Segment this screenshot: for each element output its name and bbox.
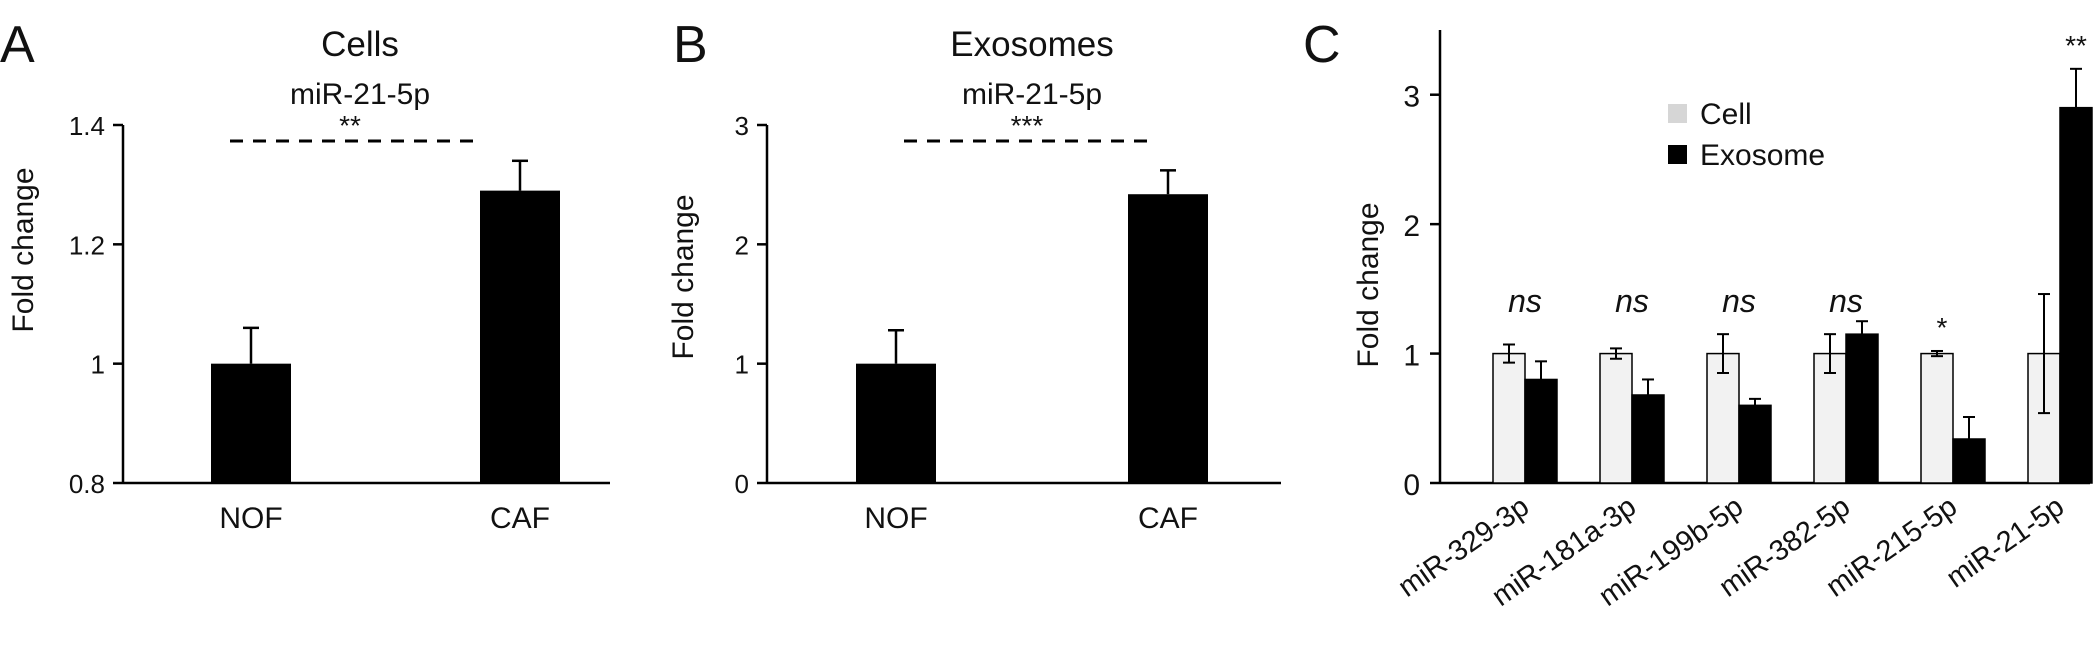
y-tick-label: 1.4 xyxy=(69,111,105,141)
y-tick-label: 1 xyxy=(91,350,105,380)
panel-a-subtitle: miR-21-5p xyxy=(290,78,430,111)
panel-b-significance-label: *** xyxy=(1011,110,1044,141)
x-tick-label: CAF xyxy=(1138,502,1198,535)
panel-b-title: Exosomes xyxy=(950,25,1113,64)
significance-label: ns xyxy=(1722,283,1756,319)
y-tick-label: 1 xyxy=(735,350,749,380)
bar xyxy=(480,190,560,483)
legend-swatch-cell xyxy=(1668,104,1687,123)
y-tick-label: 0 xyxy=(735,469,749,499)
cell-bar xyxy=(1706,352,1740,484)
legend-label-cell: Cell xyxy=(1700,98,1752,131)
x-tick-label: NOF xyxy=(864,502,927,535)
panel-b-plot: 0 1 2 3 NOF CAF xyxy=(735,111,1281,535)
x-tick-label: CAF xyxy=(490,502,550,535)
significance-label: ns xyxy=(1829,283,1863,319)
panel-a-plot: 0.8 1 1.2 1.4 NOF CAF xyxy=(69,111,610,535)
exosome-bar xyxy=(2059,106,2093,484)
x-tick-label: NOF xyxy=(219,502,282,535)
y-tick-label: 3 xyxy=(1403,81,1420,114)
panel-a: A Cells miR-21-5p Fold change ** 0.8 1 1.2… xyxy=(0,16,610,535)
bar xyxy=(856,363,936,483)
legend-label-exosome: Exosome xyxy=(1700,139,1825,172)
bar xyxy=(1128,194,1208,484)
cell-bar xyxy=(1599,352,1633,484)
panel-a-title: Cells xyxy=(321,25,399,64)
y-tick-label: 3 xyxy=(735,111,749,141)
panel-a-significance-label: ** xyxy=(339,110,361,141)
y-tick-label: 1 xyxy=(1403,340,1420,373)
exosome-bar xyxy=(1845,333,1879,484)
y-tick-label: 0 xyxy=(1403,469,1420,502)
y-tick-label: 2 xyxy=(1403,210,1420,243)
panel-c-legend: Cell Exosome xyxy=(1668,98,1825,172)
significance-label: ns xyxy=(1615,283,1649,319)
panel-c-ylabel: Fold change xyxy=(1352,202,1385,367)
panel-b-subtitle: miR-21-5p xyxy=(962,78,1102,111)
bar xyxy=(211,363,291,483)
significance-label: ns xyxy=(1508,283,1542,319)
x-tick-label: miR-21-5p xyxy=(1941,491,2070,595)
y-tick-label: 1.2 xyxy=(69,230,105,260)
exosome-bar xyxy=(1738,404,1772,484)
legend-swatch-exosome xyxy=(1668,145,1687,164)
cell-bar xyxy=(1492,352,1526,484)
panel-b: B Exosomes miR-21-5p Fold change *** 0 1 2… xyxy=(667,16,1281,535)
cell-bar xyxy=(1920,352,1954,484)
y-tick-label: 2 xyxy=(735,230,749,260)
panel-c: C Fold change 0123nsmiR-329-3pnsmiR-181a… xyxy=(1303,16,2093,613)
significance-label: ** xyxy=(2065,30,2087,61)
panel-b-ylabel: Fold change xyxy=(667,194,700,359)
panel-c-letter: C xyxy=(1303,16,1341,74)
cell-bar xyxy=(1813,352,1847,484)
panel-a-letter: A xyxy=(0,16,35,74)
y-tick-label: 0.8 xyxy=(69,469,105,499)
panel-b-letter: B xyxy=(673,16,708,74)
significance-label: * xyxy=(1937,312,1948,343)
panel-a-ylabel: Fold change xyxy=(7,167,40,332)
